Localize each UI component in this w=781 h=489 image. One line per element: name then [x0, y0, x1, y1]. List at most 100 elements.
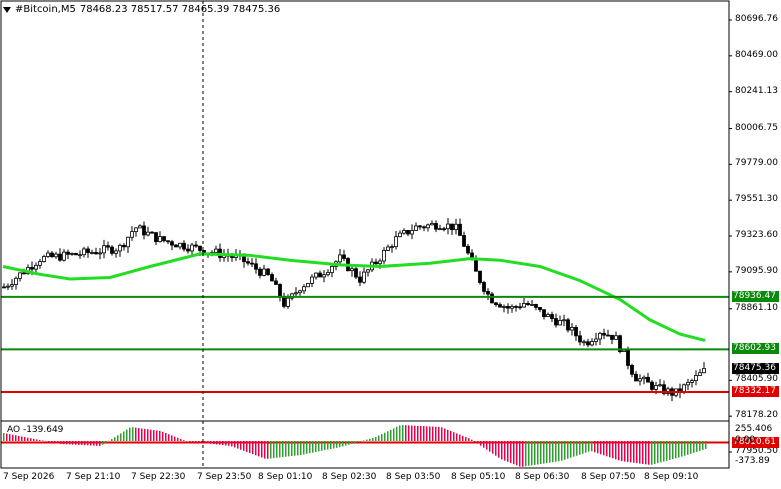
candle-body — [570, 327, 574, 331]
ao-bar — [453, 432, 455, 441]
time-tick-label: 8 Sep 05:10 — [451, 472, 506, 482]
ao-bar — [252, 441, 254, 455]
ao-bar — [423, 426, 425, 441]
level-price-badge: 78936.47 — [732, 290, 779, 302]
ao-bar — [228, 441, 230, 446]
ao-bar — [543, 441, 545, 464]
ao-bar — [699, 441, 701, 451]
ao-bar — [672, 441, 674, 460]
candle-body — [594, 338, 598, 342]
candle-body — [518, 306, 522, 309]
ao-bar — [666, 441, 668, 461]
ao-bar — [198, 441, 200, 443]
ao-bar — [270, 441, 272, 459]
candle-body — [418, 225, 422, 228]
candle-body — [606, 334, 610, 337]
ao-bar — [411, 425, 413, 441]
ao-bar — [426, 426, 428, 441]
candle-body — [574, 327, 578, 337]
ao-bar — [465, 437, 467, 441]
candle-body — [386, 246, 390, 251]
ao-bar — [486, 441, 488, 450]
candle-body — [134, 227, 138, 233]
candle-body — [654, 385, 658, 390]
candle-body — [450, 223, 454, 231]
ao-bar — [396, 426, 398, 441]
moving-average-line — [2, 252, 706, 342]
ao-bar — [129, 427, 131, 441]
ao-bar — [69, 441, 71, 445]
candle-body — [22, 272, 26, 275]
ao-bar — [573, 441, 575, 457]
ao-bar — [90, 441, 92, 446]
ao-bar — [615, 441, 617, 460]
candle-body — [106, 245, 110, 248]
ao-bar — [60, 441, 62, 444]
candle-body — [130, 231, 134, 238]
candle-body — [294, 292, 298, 295]
price-tick-label: 80696.76 — [735, 14, 778, 24]
ao-bar — [282, 441, 284, 458]
candle-body — [6, 285, 10, 288]
ao-bar — [399, 425, 401, 441]
time-tick-label: 7 Sep 22:30 — [131, 472, 186, 482]
candle-body — [358, 276, 362, 283]
ao-bar — [201, 441, 203, 443]
candle-body — [194, 244, 198, 247]
ao-bar — [357, 441, 359, 443]
candle-body — [34, 264, 38, 270]
candle-body — [542, 309, 546, 318]
ao-bar — [210, 441, 212, 444]
ao-bar — [549, 441, 551, 463]
candle-body — [70, 252, 74, 255]
ao-bar — [336, 441, 338, 448]
ao-bar — [507, 441, 509, 462]
ao-bar — [384, 432, 386, 441]
ao-bar — [216, 441, 218, 445]
ao-bar — [477, 441, 479, 444]
ohlc-values: 78468.23 78517.57 78465.39 78475.36 — [79, 4, 281, 15]
ao-bar — [246, 441, 248, 452]
candle-body — [46, 252, 50, 257]
ao-bar — [162, 431, 164, 441]
candle-body — [50, 252, 54, 258]
ao-bar — [36, 439, 38, 441]
candle-body — [114, 250, 118, 254]
candle-body — [530, 304, 534, 306]
candle-body — [182, 242, 186, 250]
time-tick-label: 8 Sep 09:10 — [644, 472, 699, 482]
ao-bar — [96, 441, 98, 446]
ao-bar — [24, 437, 26, 441]
candle-body — [434, 223, 438, 230]
candle-body — [378, 260, 382, 265]
candle-body — [62, 251, 66, 261]
candle-body — [554, 318, 558, 326]
ao-bar — [375, 437, 377, 441]
ao-bar — [645, 441, 647, 465]
candle-body — [330, 265, 334, 273]
candle-body — [314, 272, 318, 278]
candle-body — [306, 283, 310, 288]
candle-body — [170, 241, 174, 246]
candle-body — [338, 254, 342, 263]
ao-bar — [255, 441, 257, 456]
candle-body — [398, 232, 402, 238]
ao-bar — [180, 439, 182, 441]
candle-body — [438, 228, 442, 231]
ao-bar — [213, 441, 215, 445]
ao-bar — [654, 441, 656, 464]
ao-bar — [675, 441, 677, 459]
ao-bar — [48, 441, 50, 442]
candle-body — [158, 236, 162, 243]
candle-body — [482, 282, 486, 292]
ao-bar — [591, 441, 593, 452]
ao-bar — [66, 441, 68, 445]
candle-body — [406, 229, 410, 235]
dropdown-triangle-icon[interactable] — [3, 6, 11, 13]
ao-bar — [114, 437, 116, 441]
ao-bar — [387, 431, 389, 441]
ao-bar — [492, 441, 494, 454]
ao-bar — [552, 441, 554, 463]
